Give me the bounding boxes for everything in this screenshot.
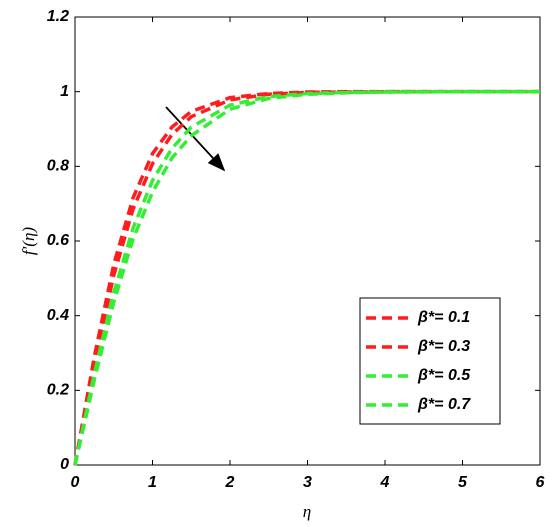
x-tick-label: 1: [148, 474, 157, 491]
legend-label: β*= 0.5: [417, 367, 471, 384]
y-tick-label: 0.2: [47, 382, 69, 399]
y-tick-label: 1: [60, 83, 69, 100]
x-tick-label: 3: [303, 474, 312, 491]
legend-label: β*= 0.7: [417, 396, 471, 413]
legend-label: β*= 0.3: [417, 338, 470, 355]
x-tick-label: 2: [225, 474, 235, 491]
y-tick-label: 0.8: [47, 158, 69, 175]
legend-label: β*= 0.1: [417, 309, 470, 326]
x-tick-label: 4: [380, 474, 390, 491]
x-axis-title: η: [303, 502, 311, 521]
trend-arrow: [165, 106, 226, 172]
line-series: [73, 89, 540, 466]
y-tick-label: 0.6: [47, 232, 69, 249]
x-tick-label: 5: [458, 474, 468, 491]
y-tick-label: 0: [60, 456, 69, 473]
y-tick-label: 0.4: [47, 307, 69, 324]
y-axis-title: f'(η): [19, 227, 38, 255]
line-series: [73, 89, 540, 466]
y-tick-label: 1.2: [47, 8, 69, 25]
x-tick-label: 6: [536, 474, 545, 491]
x-tick-label: 0: [71, 474, 80, 491]
